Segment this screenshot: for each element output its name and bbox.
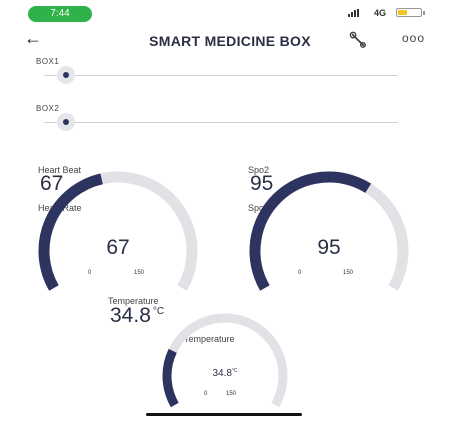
spo2-label: Spo2 — [248, 165, 270, 175]
temperature-gauge-min: 0 — [204, 391, 208, 397]
box2-slider-thumb[interactable] — [57, 113, 75, 131]
heart-rate-gauge-min: 0 — [88, 270, 92, 276]
temperature-gauge-max: 150 — [226, 391, 237, 397]
temperature-label: Temperature — [108, 296, 159, 306]
temperature-gauge-value: 34.8°C — [200, 368, 250, 379]
heart-rate-gauge-fill — [38, 173, 103, 291]
home-indicator[interactable] — [146, 413, 302, 416]
temperature-gauge-track — [162, 313, 288, 408]
temperature-gauge-value-number: 34.8 — [212, 368, 232, 379]
temperature-gauge-label: Temperature — [184, 334, 235, 344]
heart-beat-label: Heart Beat — [38, 165, 82, 175]
page-title: SMART MEDICINE BOX — [149, 33, 311, 49]
more-icon[interactable]: ooo — [402, 31, 426, 45]
box1-slider-track[interactable] — [44, 75, 398, 76]
spo2-gauge-min: 0 — [298, 270, 302, 276]
box1-label: BOX1 — [36, 57, 60, 66]
temperature-gauge-unit: °C — [231, 368, 238, 374]
status-time: 7:44 — [28, 6, 92, 22]
heart-rate-gauge-max: 150 — [134, 270, 145, 276]
wrench-icon[interactable] — [349, 31, 367, 49]
temperature-unit: °C — [152, 306, 165, 317]
temperature-value-number: 34.8 — [110, 304, 151, 327]
box1-slider-thumb[interactable] — [57, 66, 75, 84]
back-arrow-icon[interactable]: ← — [24, 28, 42, 48]
temperature-value: 34.8 °C — [110, 304, 164, 328]
box2-slider-track[interactable] — [44, 122, 398, 123]
box2-label: BOX2 — [36, 104, 60, 113]
heart-rate-gauge-value: 67 — [106, 236, 130, 259]
spo2-gauge-fill — [249, 171, 372, 291]
network-type: 4G — [374, 8, 387, 18]
spo2-gauge-label: Spo2 — [248, 203, 270, 213]
spo2-gauge-value: 95 — [317, 236, 341, 259]
battery-icon — [396, 8, 425, 17]
signal-icon — [348, 9, 359, 17]
spo2-gauge-max: 150 — [343, 270, 354, 276]
temperature-gauge-fill — [162, 348, 179, 408]
heart-beat-value: 67 — [40, 172, 64, 195]
spo2-value: 95 — [250, 172, 274, 195]
